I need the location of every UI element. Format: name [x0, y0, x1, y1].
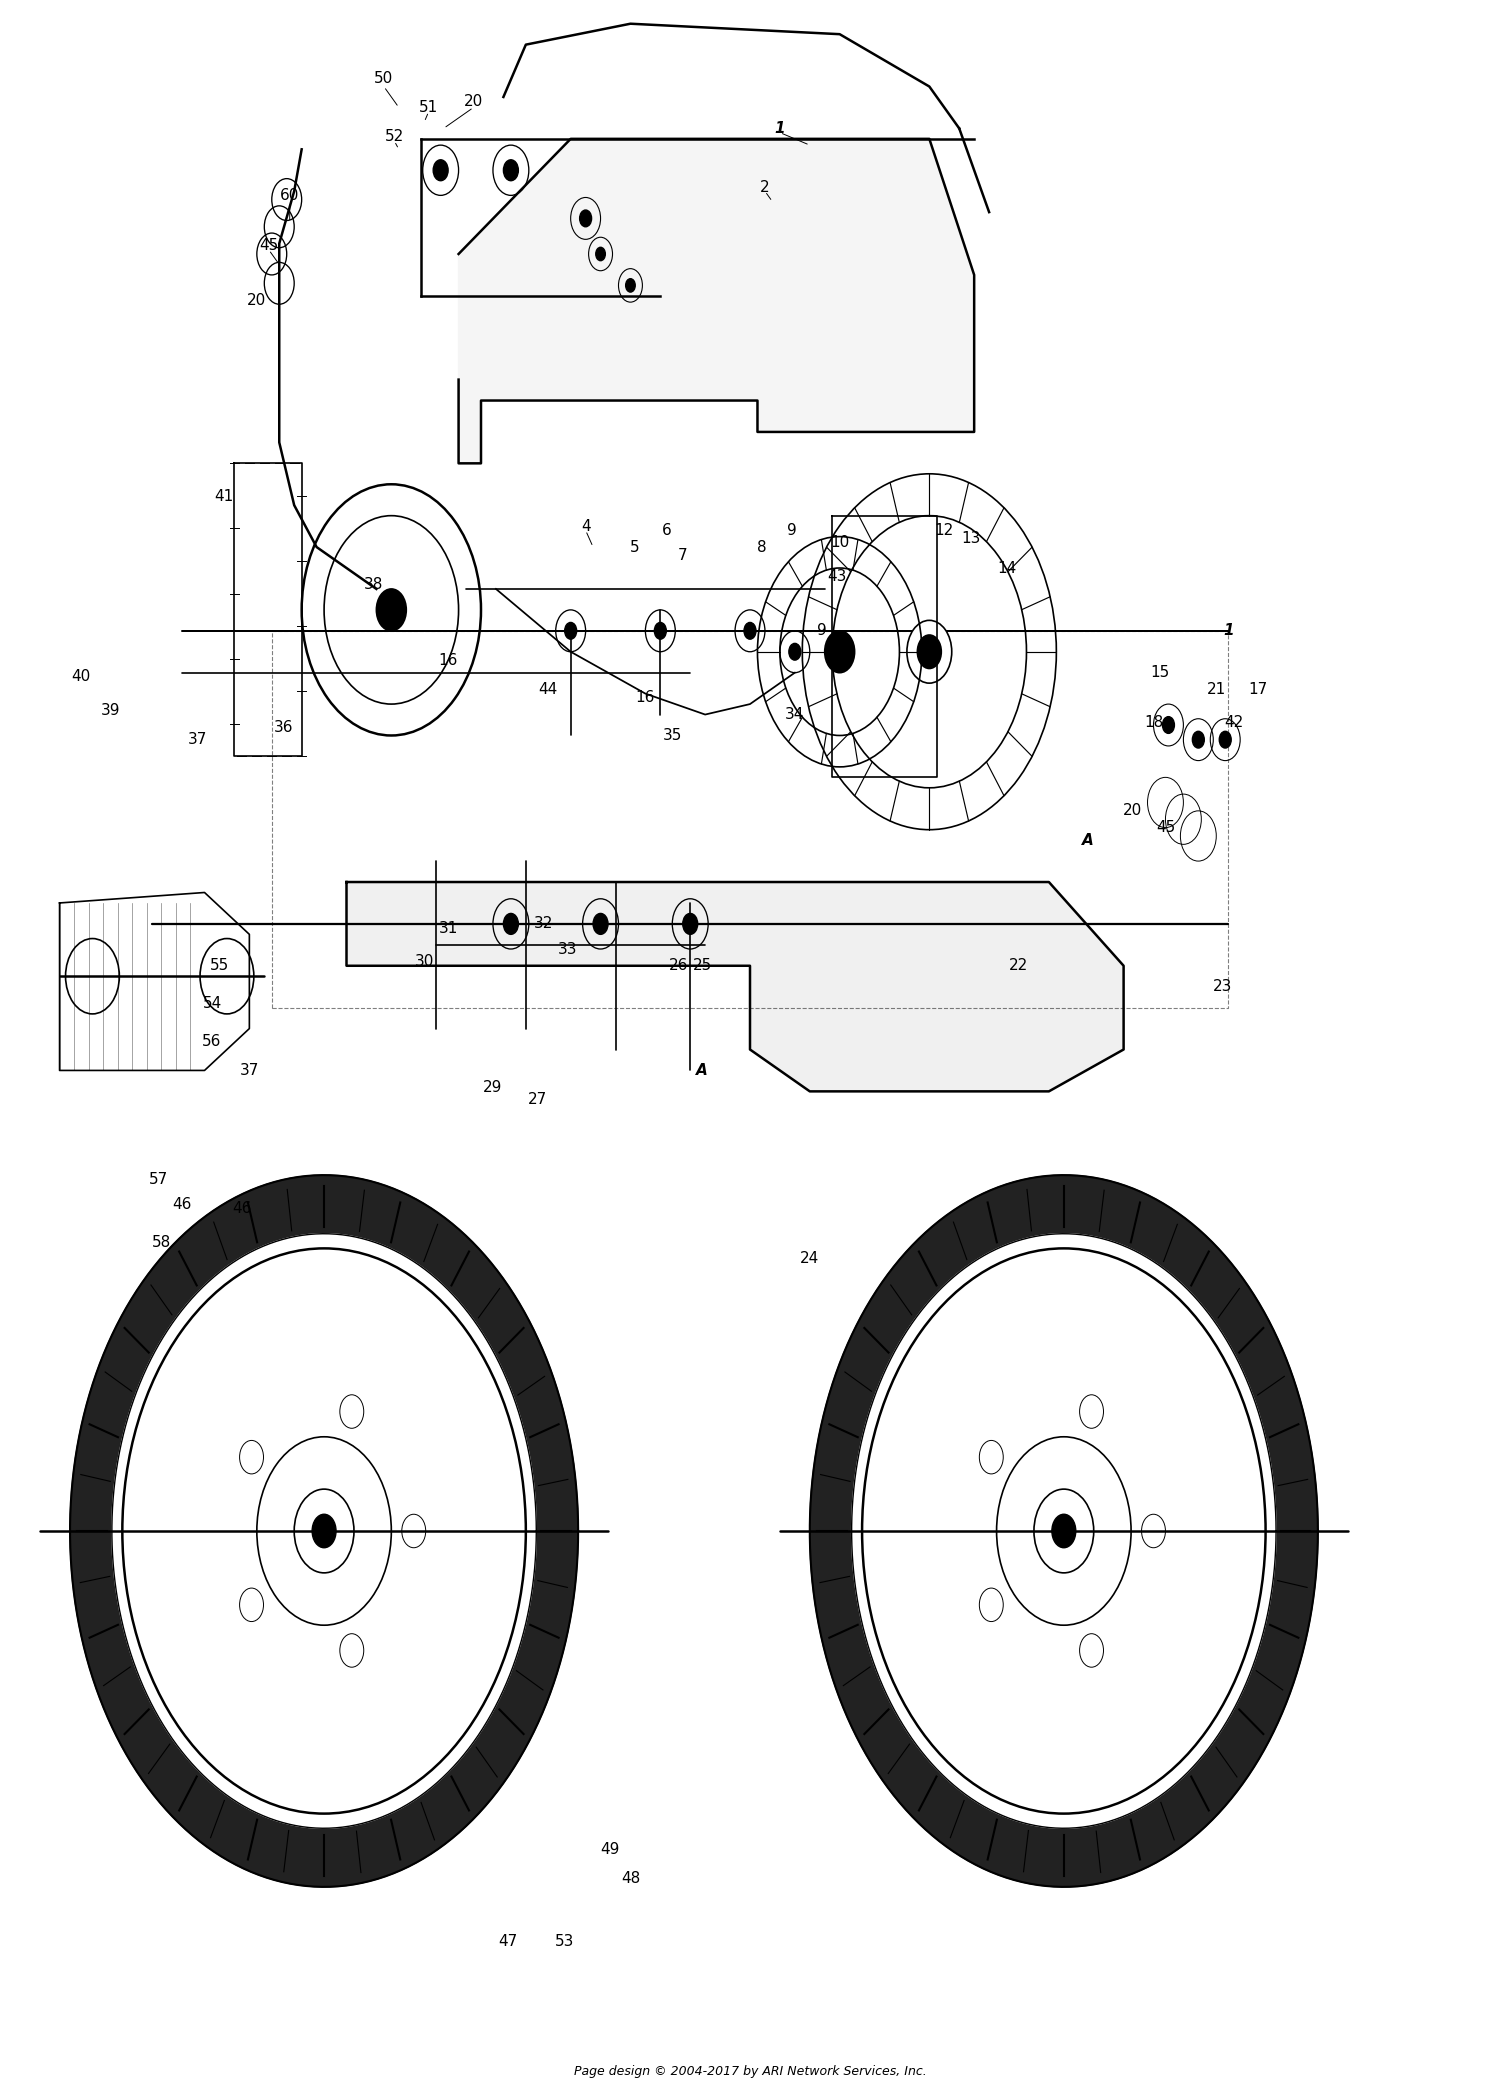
Circle shape — [312, 1513, 336, 1547]
Text: 39: 39 — [100, 703, 120, 718]
Circle shape — [504, 913, 519, 934]
Text: 2: 2 — [760, 181, 770, 195]
Text: 5: 5 — [630, 539, 639, 554]
Text: 54: 54 — [202, 995, 222, 1012]
Text: 55: 55 — [210, 959, 230, 974]
Text: 20: 20 — [248, 292, 267, 309]
Text: 51: 51 — [419, 101, 438, 115]
Text: 45: 45 — [1156, 821, 1174, 835]
Text: A: A — [696, 1062, 708, 1079]
Text: 20: 20 — [1124, 804, 1142, 819]
Text: 15: 15 — [1150, 665, 1168, 680]
Circle shape — [433, 160, 448, 181]
Circle shape — [744, 623, 756, 640]
Text: 16: 16 — [636, 691, 656, 705]
Text: 37: 37 — [240, 1062, 260, 1079]
Text: 38: 38 — [363, 577, 382, 592]
Text: 34: 34 — [784, 707, 804, 722]
Circle shape — [579, 210, 591, 227]
Circle shape — [682, 913, 698, 934]
Text: 27: 27 — [528, 1091, 548, 1108]
Text: 36: 36 — [274, 720, 294, 735]
Circle shape — [1220, 730, 1232, 747]
Text: 10: 10 — [830, 535, 849, 550]
Circle shape — [996, 1438, 1131, 1625]
Text: 50: 50 — [374, 71, 393, 86]
Circle shape — [564, 623, 576, 640]
Text: 43: 43 — [827, 569, 846, 584]
Text: 31: 31 — [438, 921, 458, 936]
Text: 46: 46 — [232, 1201, 252, 1215]
Circle shape — [376, 590, 406, 632]
Circle shape — [1162, 716, 1174, 733]
Text: 56: 56 — [202, 1033, 222, 1050]
Text: 1: 1 — [1222, 623, 1233, 638]
Circle shape — [256, 1438, 392, 1625]
Polygon shape — [70, 1175, 578, 1887]
Circle shape — [626, 279, 634, 292]
Text: 44: 44 — [538, 682, 558, 697]
Text: 16: 16 — [438, 653, 458, 667]
Circle shape — [596, 248, 606, 260]
Text: 35: 35 — [663, 728, 682, 743]
Text: 9: 9 — [788, 523, 796, 537]
Text: 37: 37 — [188, 733, 207, 747]
Text: 48: 48 — [621, 1870, 640, 1887]
Text: 29: 29 — [483, 1079, 502, 1096]
Text: 8: 8 — [758, 539, 766, 554]
Text: 23: 23 — [1212, 980, 1231, 995]
Text: 57: 57 — [148, 1171, 168, 1186]
Circle shape — [789, 644, 801, 659]
Polygon shape — [112, 1234, 537, 1828]
Polygon shape — [852, 1234, 1276, 1828]
Text: 33: 33 — [558, 942, 578, 957]
Text: 26: 26 — [669, 959, 688, 974]
Text: 25: 25 — [693, 959, 712, 974]
Text: Page design © 2004-2017 by ARI Network Services, Inc.: Page design © 2004-2017 by ARI Network S… — [573, 2065, 927, 2078]
Circle shape — [918, 636, 942, 667]
Text: 6: 6 — [662, 523, 670, 537]
Text: 13: 13 — [962, 531, 981, 546]
Text: 20: 20 — [464, 94, 483, 109]
Circle shape — [908, 621, 951, 682]
Circle shape — [1192, 730, 1204, 747]
Polygon shape — [810, 1175, 1318, 1887]
Circle shape — [825, 632, 855, 672]
Text: 40: 40 — [70, 670, 90, 684]
Text: 12: 12 — [934, 523, 954, 537]
Text: 45: 45 — [260, 237, 279, 254]
Text: 17: 17 — [1248, 682, 1268, 697]
Text: 30: 30 — [414, 955, 434, 970]
Text: 41: 41 — [214, 489, 234, 504]
Circle shape — [504, 160, 519, 181]
Text: 60: 60 — [280, 189, 300, 204]
Circle shape — [1052, 1513, 1076, 1547]
Text: A: A — [1082, 833, 1094, 848]
Text: 14: 14 — [998, 560, 1017, 575]
Text: 4: 4 — [580, 518, 591, 533]
Circle shape — [592, 913, 608, 934]
Text: 53: 53 — [555, 1933, 574, 1948]
Text: 52: 52 — [384, 130, 404, 145]
Text: 22: 22 — [1010, 959, 1029, 974]
Polygon shape — [346, 882, 1124, 1091]
Text: 24: 24 — [800, 1251, 819, 1266]
Text: 7: 7 — [678, 548, 687, 563]
Text: 47: 47 — [498, 1933, 517, 1948]
Text: 1: 1 — [774, 122, 784, 136]
Text: 9: 9 — [818, 623, 827, 638]
Polygon shape — [459, 139, 974, 464]
Circle shape — [654, 623, 666, 640]
Text: 49: 49 — [600, 1841, 619, 1858]
Text: 42: 42 — [1224, 716, 1244, 730]
Text: 21: 21 — [1206, 682, 1225, 697]
Text: 58: 58 — [152, 1234, 171, 1249]
Text: 18: 18 — [1144, 716, 1162, 730]
Text: 32: 32 — [534, 917, 554, 932]
Text: 46: 46 — [172, 1196, 192, 1211]
